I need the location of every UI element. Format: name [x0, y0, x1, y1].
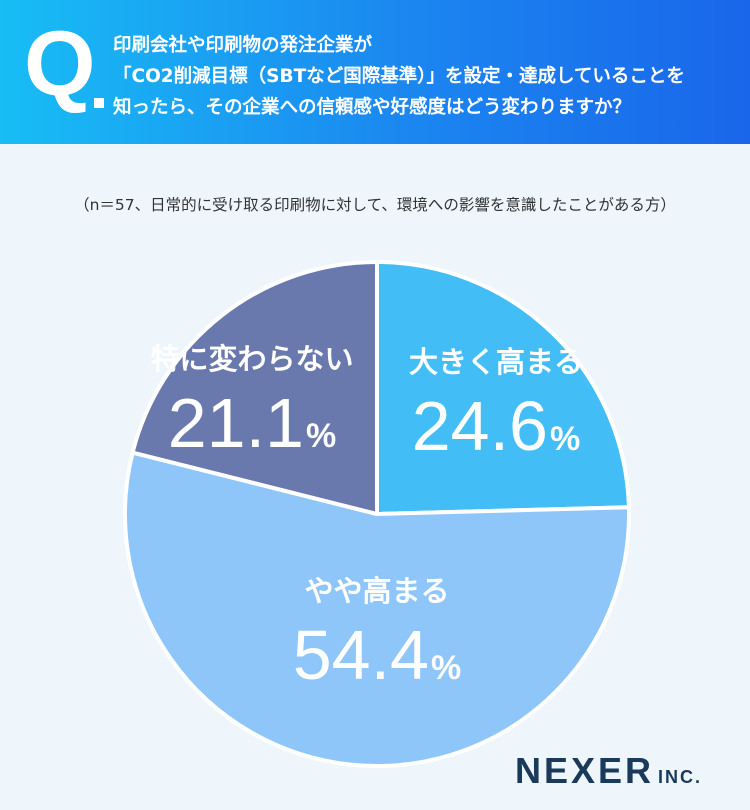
question-header: Q 印刷会社や印刷物の発注企業が 「CO2削減目標（SBTなど国際基準）」を設定…: [0, 0, 750, 144]
logo-sub-text: INC.: [658, 767, 703, 787]
slice-category-label: 特に変わらない: [150, 342, 353, 376]
pie-slice: [123, 450, 631, 768]
question-line-1: 印刷会社や印刷物の発注企業が: [113, 35, 373, 56]
q-dot-decoration: [94, 98, 104, 108]
pie-slice: [130, 260, 379, 516]
question-line-2: 「CO2削減目標（SBTなど国際基準）」を設定・達成していることを: [113, 66, 685, 87]
slice-value-label: 21.1%: [168, 384, 336, 462]
q-mark: Q: [24, 13, 96, 115]
nexer-logo: NEXER INC.: [515, 750, 702, 792]
slice-value-label: 24.6%: [412, 387, 580, 465]
slice-category-label: 大きく高まる: [409, 345, 583, 379]
slice-category-label: やや高まる: [304, 574, 449, 608]
logo-main-text: NEXER: [515, 750, 655, 791]
slice-value-label: 54.4%: [293, 616, 461, 694]
pie-slice: [375, 260, 631, 516]
question-text: 印刷会社や印刷物の発注企業が 「CO2削減目標（SBTなど国際基準）」を設定・達…: [113, 30, 743, 123]
question-line-3: 知ったら、その企業への信頼感や好感度はどう変わりますか？: [113, 97, 632, 118]
sample-note: （n＝57、日常的に受け取る印刷物に対して、環境への影響を意識したことがある方）: [74, 196, 676, 214]
